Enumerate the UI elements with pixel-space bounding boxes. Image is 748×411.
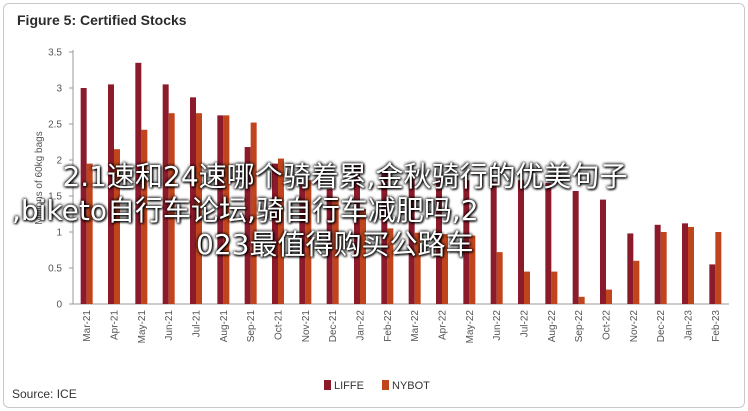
x-tick-label: Dec-21 [328,310,339,343]
bar-nybot [196,113,202,304]
x-tick-label: Jul-21 [192,310,203,338]
y-tick-label: 1 [56,228,62,239]
bar-nybot [551,271,558,304]
x-tick-label: Jun-22 [492,310,503,341]
y-tick-label: 3.5 [48,48,62,59]
x-tick-label: Feb-23 [711,310,722,342]
x-tick-label: Nov-21 [301,310,312,343]
x-tick-label: May-22 [465,310,476,344]
bar-liffe [572,190,579,304]
bar-liffe [709,264,716,304]
bar-nybot [606,289,612,304]
bar-nybot [715,232,722,304]
bar-nybot [141,129,148,304]
x-tick-label: Feb-22 [383,310,394,342]
bar-nybot [578,296,585,304]
bar-liffe [436,179,442,304]
bar-nybot [442,234,448,304]
chart-title: Figure 5: Certified Stocks [17,12,187,28]
y-tick-label: 2.5 [48,120,62,131]
bar-liffe [654,224,661,304]
bar-liffe [463,180,470,304]
x-tick-label: Jun-21 [164,310,175,341]
bar-nybot [278,158,284,304]
x-tick-label: May-21 [137,310,148,344]
bar-nybot [524,271,530,304]
bar-liffe [408,178,415,304]
legend-swatch-liffe [324,380,331,390]
legend-label-liffe: LIFFE [334,380,364,392]
chart-frame: Figure 5: Certified Stocks 0 0.5 1 1.5 2 2.5 3… [3,3,745,408]
bar-liffe [545,183,552,304]
x-tick-label: Aug-22 [547,310,558,343]
bar-liffe [490,181,497,304]
bar-liffe [381,168,388,304]
legend-label-nybot: NYBOT [392,380,430,392]
bar-nybot [414,232,421,304]
bar-liffe [600,199,606,304]
x-tick-label: Oct-21 [274,310,285,340]
x-tick-label: Aug-21 [219,310,230,343]
bar-nybot [660,232,667,304]
bar-nybot [168,113,175,304]
chart-plot: 0 0.5 1 1.5 2 2.5 3 3.5 Millions of 60kg bags Mar… [34,48,729,392]
y-axis-label: Millions of 60kg bags [34,131,45,224]
bar-liffe [627,233,634,304]
y-tick-label: 0.5 [48,264,62,275]
bar-nybot [250,122,257,304]
bar-liffe [354,165,360,304]
bar-liffe [272,163,278,304]
bar-nybot [469,235,476,304]
y-tick-label: 3 [56,84,62,95]
x-tick-label: Oct-22 [602,310,613,340]
x-tick-label: Sep-21 [246,310,257,343]
bar-nybot [633,260,640,304]
y-tick-label: 0 [56,300,62,311]
bar-liffe [299,185,306,304]
y-tick-label: 2 [56,156,62,167]
bar-liffe [682,223,688,304]
legend-swatch-nybot [382,380,389,390]
x-tick-label: Jan-23 [684,310,695,341]
bar-liffe [80,88,87,304]
x-tick-label: Jul-22 [520,310,531,338]
bar-nybot [114,149,120,304]
chart-source: Source: ICE [12,387,77,401]
x-tick-label: Jan-22 [356,310,367,341]
bar-nybot [387,228,394,304]
bar-nybot [223,115,230,304]
x-tick-label: Dec-22 [656,310,667,343]
x-tick-label: Sep-22 [574,310,585,343]
x-tick-label: Apr-22 [438,310,449,340]
bar-liffe [190,97,196,304]
bar-nybot [305,180,312,304]
bar-liffe [244,147,251,304]
bar-nybot [360,208,366,304]
x-tick-label: Nov-22 [629,310,640,343]
bar-liffe [108,84,114,305]
bar-liffe [217,115,224,304]
x-tick-label: Mar-22 [410,310,421,342]
bar-liffe [135,62,142,304]
bar-liffe [162,84,169,305]
bar-nybot [332,197,339,304]
y-tick-label: 1.5 [48,192,62,203]
bar-nybot [496,252,503,304]
x-tick-label: Mar-21 [82,310,93,342]
x-tick-label: Apr-21 [110,310,121,340]
bar-nybot [86,163,93,304]
bar-nybot [688,226,694,304]
bar-liffe [326,188,333,304]
bar-liffe [518,180,524,304]
